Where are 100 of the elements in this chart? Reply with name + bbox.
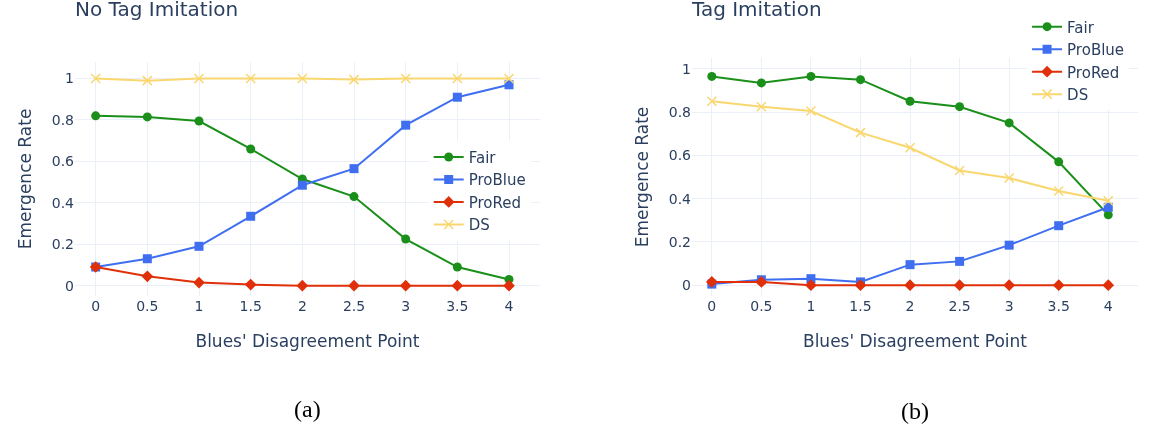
legend-label: DS bbox=[1067, 86, 1089, 104]
point bbox=[244, 278, 257, 291]
point bbox=[955, 256, 965, 266]
x-tick-label: 3 bbox=[1004, 298, 1014, 314]
point bbox=[1103, 195, 1114, 207]
x-tick-label: 0 bbox=[91, 298, 101, 314]
point bbox=[348, 279, 360, 292]
point bbox=[1052, 279, 1065, 292]
point bbox=[91, 111, 101, 121]
x-tick-label: 3 bbox=[401, 298, 411, 314]
x-tick-label: 4 bbox=[1103, 298, 1113, 314]
point bbox=[245, 73, 256, 84]
x-tick-label: 1 bbox=[194, 298, 204, 314]
x-axis-title: Blues' Disagreement Point bbox=[802, 331, 1028, 352]
point bbox=[246, 144, 256, 154]
x-tick-label: 2.5 bbox=[948, 298, 971, 314]
x-tick-label: 2 bbox=[905, 298, 915, 314]
y-tick-label: 0.6 bbox=[668, 147, 692, 164]
point bbox=[452, 73, 463, 84]
point bbox=[1054, 221, 1064, 231]
x-axis-title: Blues' Disagreement Point bbox=[195, 331, 420, 352]
y-tick-label: 0.6 bbox=[51, 153, 75, 170]
point bbox=[707, 71, 717, 81]
x-tick-label: 2 bbox=[297, 298, 307, 314]
y-tick-label: 0 bbox=[65, 277, 74, 294]
x-tick-label: 1.5 bbox=[849, 298, 872, 314]
legend-label: ProBlue bbox=[468, 171, 526, 190]
point bbox=[399, 279, 412, 292]
point bbox=[193, 276, 205, 289]
legend-label: Fair bbox=[1067, 18, 1095, 37]
legend-label: Fair bbox=[468, 148, 497, 167]
y-tick-label: 0.4 bbox=[668, 190, 692, 207]
y-axis-title: Emergence Rate bbox=[632, 106, 652, 248]
point bbox=[142, 112, 152, 122]
point bbox=[503, 73, 515, 84]
x-tick-label: 4 bbox=[504, 298, 514, 314]
legend-label: DS bbox=[468, 216, 490, 235]
point bbox=[1102, 279, 1115, 292]
point bbox=[706, 96, 718, 107]
point bbox=[348, 74, 360, 85]
point bbox=[1004, 118, 1014, 128]
legend-label: ProRed bbox=[468, 193, 521, 212]
point bbox=[297, 73, 308, 84]
point bbox=[805, 279, 817, 292]
point bbox=[452, 92, 462, 102]
point bbox=[400, 73, 411, 84]
point bbox=[954, 165, 965, 176]
point bbox=[349, 192, 359, 202]
point bbox=[503, 279, 515, 292]
point bbox=[401, 234, 411, 244]
point bbox=[1003, 172, 1015, 184]
point bbox=[349, 164, 359, 174]
point bbox=[246, 211, 256, 221]
point bbox=[90, 73, 101, 84]
y-axis-title: Emergence Rate bbox=[15, 108, 35, 250]
point bbox=[401, 120, 411, 130]
x-tick-label: 1 bbox=[806, 298, 816, 314]
point bbox=[1053, 185, 1064, 197]
x-tick-label: 3.5 bbox=[446, 298, 469, 314]
y-tick-label: 1 bbox=[682, 60, 691, 77]
point bbox=[905, 96, 915, 106]
y-tick-label: 1 bbox=[65, 70, 74, 87]
point bbox=[297, 180, 307, 190]
point bbox=[296, 279, 309, 292]
point bbox=[756, 78, 766, 88]
point bbox=[806, 71, 816, 81]
x-tick-label: 0 bbox=[707, 298, 717, 314]
point bbox=[194, 241, 204, 251]
y-tick-label: 0 bbox=[682, 277, 691, 294]
x-tick-label: 0.5 bbox=[750, 298, 773, 314]
point bbox=[142, 75, 153, 86]
text: (a) bbox=[294, 396, 321, 422]
point bbox=[141, 270, 154, 283]
y-tick-label: 0.2 bbox=[668, 233, 691, 250]
point bbox=[855, 75, 865, 85]
point bbox=[904, 279, 916, 292]
point bbox=[905, 260, 915, 270]
y-tick-label: 0.4 bbox=[51, 194, 75, 211]
point bbox=[142, 254, 152, 264]
y-tick-label: 0.8 bbox=[668, 103, 691, 120]
y-tick-label: 0.2 bbox=[51, 236, 74, 253]
point bbox=[955, 102, 965, 112]
point bbox=[854, 279, 867, 292]
point bbox=[452, 262, 462, 272]
point bbox=[805, 105, 817, 117]
point bbox=[953, 279, 966, 292]
point bbox=[1054, 157, 1064, 167]
point bbox=[193, 73, 205, 84]
x-tick-label: 1.5 bbox=[239, 298, 262, 314]
chart-title: Tag Imitation bbox=[691, 0, 822, 22]
x-tick-label: 2.5 bbox=[342, 298, 366, 314]
text: (b) bbox=[901, 398, 929, 424]
point bbox=[756, 101, 767, 112]
x-tick-label: 3.5 bbox=[1047, 298, 1070, 314]
point bbox=[904, 142, 916, 154]
point bbox=[194, 116, 204, 126]
point bbox=[855, 127, 866, 138]
y-tick-label: 0.8 bbox=[51, 111, 74, 128]
point bbox=[451, 279, 464, 292]
point bbox=[1004, 240, 1014, 250]
